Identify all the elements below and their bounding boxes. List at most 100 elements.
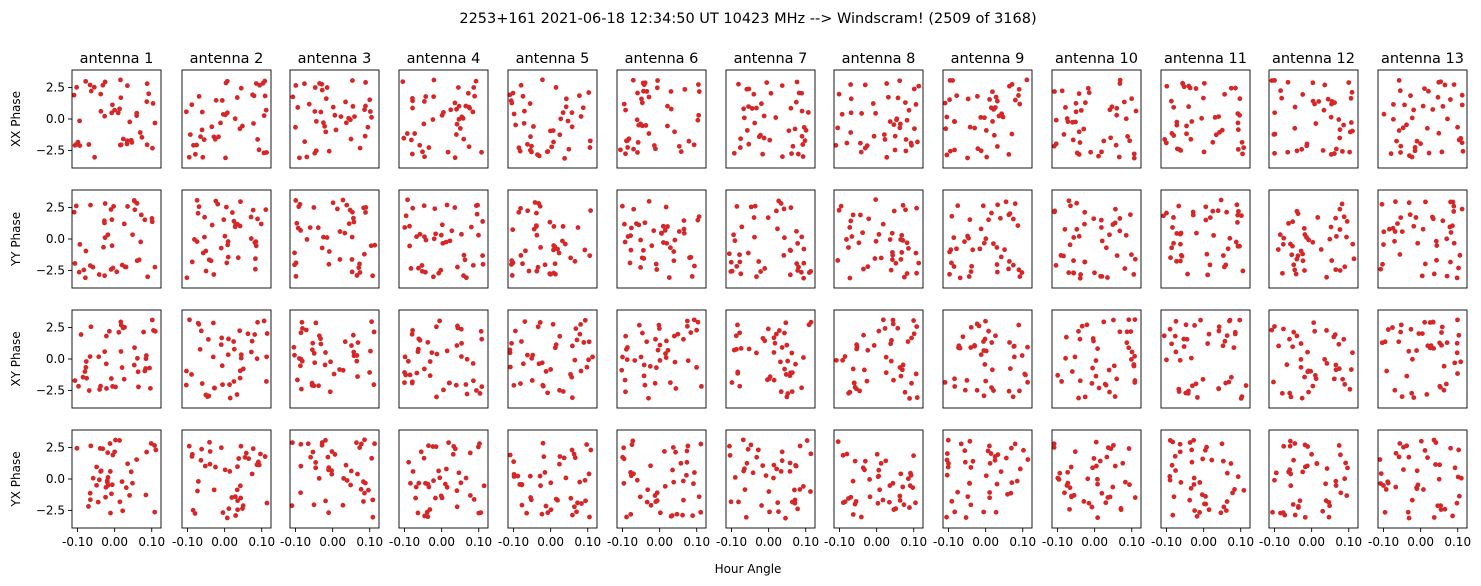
data-point — [749, 106, 755, 111]
data-point — [408, 137, 414, 143]
data-point — [635, 90, 640, 96]
panel: -0.10 0.00 0.10 — [607, 429, 710, 549]
data-point — [526, 268, 532, 274]
data-point — [152, 509, 158, 515]
data-point — [696, 89, 702, 94]
data-point — [509, 340, 514, 346]
data-point — [584, 364, 590, 370]
panel-title: antenna 10 — [1055, 51, 1138, 67]
data-point — [844, 451, 850, 457]
data-point — [1426, 150, 1432, 156]
data-point — [1010, 262, 1016, 268]
data-point — [993, 509, 999, 515]
data-point — [1444, 236, 1450, 242]
data-point — [1077, 275, 1083, 281]
data-point — [663, 355, 669, 360]
data-point — [1378, 266, 1384, 272]
data-point — [741, 115, 747, 121]
scatter-points — [944, 437, 1031, 520]
panel — [507, 309, 598, 409]
data-point — [290, 94, 296, 100]
data-point — [801, 260, 807, 266]
data-point — [351, 349, 357, 355]
data-point — [240, 366, 246, 372]
data-point — [891, 377, 896, 383]
data-point — [909, 380, 914, 386]
scatter-points — [1270, 438, 1350, 520]
data-point — [1300, 92, 1306, 97]
data-point — [1398, 150, 1403, 155]
panel-frame — [616, 69, 707, 169]
data-point — [103, 494, 108, 500]
data-point — [850, 212, 856, 218]
data-point — [568, 255, 574, 261]
data-point — [1233, 85, 1238, 91]
data-point — [218, 245, 224, 251]
data-point — [1128, 329, 1134, 334]
data-point — [1347, 129, 1353, 135]
data-point — [1324, 361, 1330, 366]
data-point — [1383, 486, 1389, 492]
data-point — [840, 357, 846, 363]
data-point — [842, 354, 848, 359]
data-point — [141, 329, 146, 335]
data-point — [343, 120, 349, 126]
data-point — [421, 99, 427, 104]
panel: antenna 9 — [942, 51, 1033, 169]
data-point — [224, 260, 230, 266]
data-point — [1062, 490, 1067, 496]
data-point — [847, 275, 853, 281]
data-point — [1436, 476, 1442, 482]
data-point — [1077, 378, 1083, 384]
data-point — [1337, 206, 1343, 212]
data-point — [799, 108, 805, 114]
data-point — [1291, 329, 1297, 335]
data-point — [684, 318, 690, 324]
data-point — [1316, 99, 1322, 104]
data-point — [898, 257, 904, 262]
panel-frame — [1268, 189, 1359, 289]
data-point — [662, 227, 668, 233]
data-point — [663, 351, 668, 356]
data-point — [1006, 259, 1012, 264]
x-tick-label: 0.10 — [1118, 535, 1145, 549]
data-point — [898, 471, 904, 477]
data-point — [667, 380, 673, 386]
data-point — [744, 128, 750, 133]
data-point — [420, 149, 425, 155]
panel: antenna 12.50.0−2.5XX Phase — [9, 51, 162, 169]
data-point — [426, 443, 431, 449]
data-point — [117, 499, 123, 505]
data-point — [572, 357, 578, 363]
scatter-points — [183, 317, 270, 401]
data-point — [1085, 476, 1091, 482]
data-point — [746, 346, 752, 352]
data-point — [256, 147, 262, 153]
x-tick-label: 0.00 — [755, 535, 782, 549]
data-point — [142, 368, 148, 374]
data-point — [1185, 271, 1190, 277]
data-point — [968, 269, 974, 275]
data-point — [1414, 138, 1420, 144]
data-point — [302, 139, 308, 145]
panel-frame — [507, 189, 598, 289]
data-point — [857, 388, 862, 394]
data-point — [775, 500, 781, 506]
data-point — [1096, 153, 1101, 159]
data-point — [113, 384, 118, 390]
data-point — [748, 442, 754, 448]
data-point — [316, 475, 322, 481]
data-point — [1381, 229, 1387, 235]
data-point — [263, 207, 269, 213]
data-point — [738, 271, 744, 277]
panel: -0.10 0.00 0.10 — [1259, 429, 1362, 549]
scatter-points — [289, 437, 377, 520]
data-point — [295, 225, 301, 231]
data-point — [195, 488, 200, 494]
data-point — [982, 362, 988, 367]
x-tick-label: -0.10 — [280, 535, 311, 549]
data-point — [522, 108, 527, 114]
data-point — [369, 455, 375, 461]
data-point — [680, 478, 686, 484]
data-point — [549, 144, 555, 150]
